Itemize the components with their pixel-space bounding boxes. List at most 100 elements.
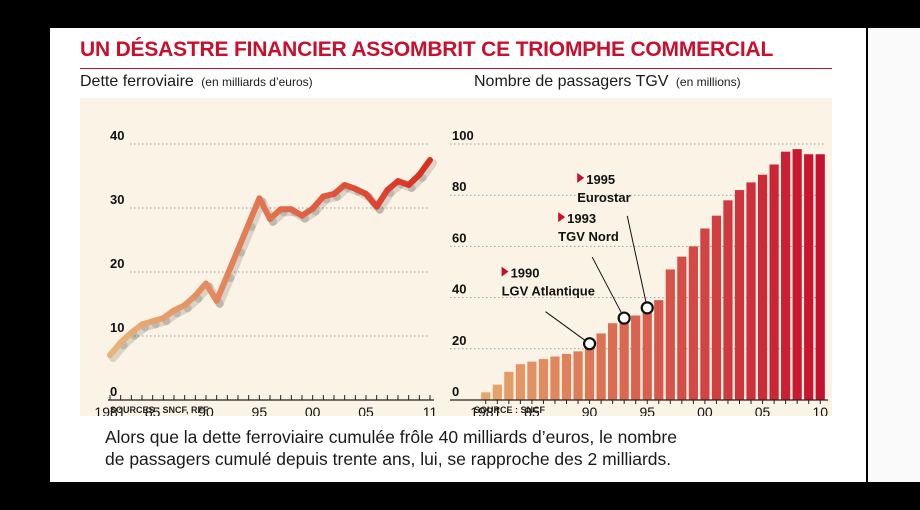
passengers-bar — [654, 300, 664, 400]
debt-ytick-label: 0 — [110, 384, 117, 399]
debt-line-shadow — [215, 274, 235, 308]
passengers-xtick-label: 1981 — [470, 404, 501, 416]
passengers-ytick-label: 20 — [452, 333, 466, 348]
debt-xtick-label: 95 — [252, 404, 268, 416]
passengers-bar — [596, 333, 606, 400]
passengers-bar — [619, 318, 629, 400]
annotation-leader-line — [591, 256, 625, 319]
annotation-leader-line — [626, 215, 648, 308]
debt-line-shadow — [333, 183, 352, 201]
debt-line-shadow — [407, 173, 427, 192]
annotation-label: TGV Nord — [558, 229, 619, 244]
passengers-bar — [757, 174, 768, 400]
annotation-marker — [640, 301, 654, 315]
right-chart-unit: (en millions) — [675, 75, 741, 89]
debt-xtick-label: 1981 — [94, 404, 125, 416]
debt-xtick-label: 90 — [198, 404, 214, 416]
debt-ytick-label: 40 — [110, 128, 124, 143]
passengers-xtick-label: 85 — [524, 404, 540, 416]
passengers-bar — [584, 343, 595, 400]
infographic-title: UN DÉSASTRE FINANCIER ASSOMBRIT CE TRIOM… — [80, 38, 774, 61]
debt-line-chart: 0 10 20 30 40 1981 85 90 95 00 05 11 — [94, 128, 438, 416]
annotation-marker — [617, 311, 631, 325]
left-chart-label: Dette ferroviaire (en milliards d’euros) — [80, 73, 313, 91]
debt-line-shadow — [322, 192, 341, 204]
debt-line-segment — [224, 246, 241, 279]
title-divider — [80, 68, 832, 69]
passengers-ytick-label: 0 — [452, 384, 459, 399]
debt-line-segment — [416, 157, 433, 178]
passengers-bar — [527, 361, 537, 400]
passengers-ytick-label: 100 — [452, 128, 474, 143]
debt-line-shadow — [151, 317, 171, 329]
passengers-ytick-label: 80 — [452, 179, 466, 194]
passengers-bar — [688, 246, 698, 400]
debt-line-shadow — [269, 208, 288, 226]
passengers-bar — [561, 353, 572, 400]
debt-line-shadow — [386, 180, 405, 198]
left-sources: SOURCES : SNCF, RFF — [110, 405, 209, 415]
debt-line-segment — [213, 272, 231, 304]
passengers-ytick-label: 40 — [452, 282, 466, 297]
debt-line-segment — [245, 195, 263, 227]
passengers-bar — [538, 359, 549, 400]
passengers-bar — [642, 307, 652, 400]
passengers-bar-chart: 0 20 40 60 80 100 1981 85 90 95 00 05 10 1990 LGV Atla… — [450, 128, 828, 416]
passengers-bar — [781, 151, 791, 400]
passengers-xtick-label: 05 — [755, 404, 771, 416]
debt-line-shadow — [183, 294, 203, 313]
right-chart-label-text: Nombre de passagers TGV — [474, 73, 669, 90]
passengers-chart-panel: 0 20 40 60 80 100 1981 85 90 95 00 05 10 1990 LGV Atla… — [450, 98, 832, 416]
annotation-label: Eurostar — [577, 190, 630, 205]
annotation-year: 1990 — [511, 266, 540, 281]
debt-line-segment — [373, 187, 391, 210]
debt-chart-panel: 0 10 20 30 40 1981 85 90 95 00 05 11 — [80, 98, 450, 416]
debt-xtick-label: 85 — [145, 404, 161, 416]
debt-line-shadow — [119, 331, 139, 350]
passengers-bar — [769, 164, 779, 400]
debt-line-segment — [235, 221, 252, 253]
debt-ytick-label: 30 — [110, 192, 124, 207]
passengers-xtick-label: 00 — [697, 404, 713, 416]
debt-line-shadow — [311, 195, 331, 216]
caption-line-1: Alors que la dette ferroviaire cumulée f… — [105, 427, 677, 447]
passengers-bar — [711, 215, 722, 400]
passengers-bar — [700, 228, 710, 400]
passengers-bar — [665, 269, 675, 400]
debt-xtick-label: 00 — [305, 404, 321, 416]
debt-ytick-label: 10 — [110, 320, 124, 335]
right-sources: SOURCE : SNCF — [474, 405, 546, 415]
annotation-year: 1995 — [586, 172, 615, 187]
debt-line-shadow — [301, 207, 320, 223]
passengers-bar — [573, 351, 583, 400]
debt-line-shadow — [375, 189, 395, 214]
debt-xtick-label: 05 — [358, 404, 374, 416]
debt-line-shadow — [237, 223, 256, 257]
passengers-ytick-label: 60 — [452, 230, 466, 245]
passengers-bar — [481, 392, 491, 400]
infographic-card: UN DÉSASTRE FINANCIER ASSOMBRIT CE TRIOM… — [50, 28, 866, 482]
passengers-bar — [723, 200, 733, 400]
debt-line-shadow — [173, 304, 192, 318]
annotation-leader-line — [545, 311, 590, 345]
debt-line-segment — [256, 195, 273, 222]
annotation-label: LGV Atlantique — [502, 284, 595, 299]
passengers-bar — [492, 384, 502, 400]
passengers-bar — [815, 154, 825, 400]
debt-line-shadow — [226, 248, 245, 283]
passengers-bar — [677, 256, 687, 400]
debt-line-shadow — [130, 323, 149, 340]
annotation-triangle-icon — [558, 212, 566, 223]
debt-line-shadow — [418, 159, 437, 182]
passengers-bar — [631, 315, 641, 400]
passengers-bar — [608, 323, 618, 400]
passengers-bar — [734, 190, 745, 400]
left-chart-unit: (en milliards d’euros) — [201, 75, 313, 89]
debt-xtick-label: 11 — [423, 404, 438, 416]
caption: Alors que la dette ferroviaire cumulée f… — [105, 426, 845, 470]
passengers-bar — [792, 149, 802, 400]
debt-line-shadow — [141, 320, 160, 332]
debt-ytick-label: 20 — [110, 256, 124, 271]
annotation-triangle-icon — [577, 172, 585, 183]
passengers-bar — [746, 182, 756, 400]
